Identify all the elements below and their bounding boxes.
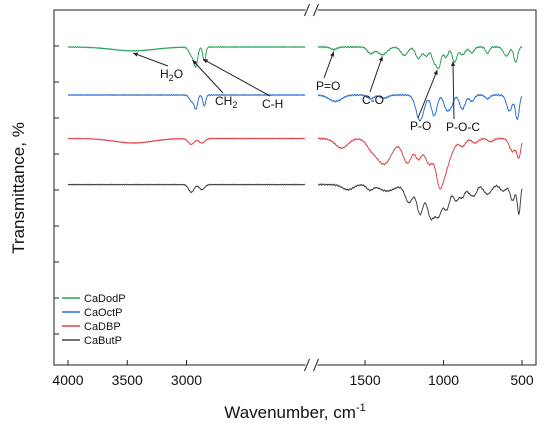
series-line-CaDodP [67, 45, 306, 68]
annotation-text: C-H [262, 97, 283, 111]
annotation-label: H2O [160, 67, 183, 83]
series-line-CaDodP [317, 45, 523, 70]
axis-break-gap [305, 7, 318, 13]
annotation-label: C-O [362, 93, 384, 107]
plot-frame [53, 9, 537, 366]
x-tick-label: 1000 [428, 372, 459, 388]
annotation-arrow [452, 61, 455, 120]
annotation-text: C-O [362, 93, 384, 107]
annotation-arrowhead [330, 51, 335, 57]
annotation-text: P=O [316, 79, 340, 93]
series-line-CaOctP [317, 93, 523, 122]
annotation-4: C-O [362, 56, 384, 107]
x-axis-label-main: Wavenumber, cm [224, 403, 356, 422]
annotation-arrowhead [450, 61, 456, 67]
x-tick-label: 500 [510, 372, 534, 388]
x-tick-label: 3500 [112, 372, 143, 388]
annotation-text: P-O [410, 119, 431, 133]
x-axis-label-sup: -1 [356, 402, 366, 414]
annotation-text: CH [215, 94, 232, 108]
axis-break-mark [304, 3, 319, 372]
annotation-arrowhead [192, 60, 198, 65]
annotation-text: H [160, 67, 169, 81]
annotation-label: C-H [262, 97, 283, 111]
annotation-label: CH2 [215, 94, 237, 110]
annotation-label: P-O-C [446, 120, 480, 134]
annotation-1: CH2 [192, 59, 237, 110]
series-line-CaOctP [67, 93, 306, 110]
annotation-text: P-O-C [446, 120, 480, 134]
annotation-sub: 2 [169, 73, 174, 83]
annotation-sub: 2 [232, 100, 237, 110]
annotation-0: H2O [133, 52, 183, 83]
series-line-CaButP [67, 183, 306, 193]
axis-break-slash [304, 3, 310, 17]
x-tick-label: 1500 [349, 372, 380, 388]
annotation-label: P-O [410, 119, 431, 133]
annotation-6: P-O-C [446, 61, 480, 134]
annotation-arrow [133, 52, 169, 67]
series-line-CaDBP [317, 136, 523, 191]
annotation-arrowhead [378, 56, 383, 62]
y-axis-label: Transmittance, % [9, 122, 28, 254]
legend-label: CaOctP [84, 307, 123, 319]
axis-break-slash [313, 3, 319, 17]
legend: CaDodP CaOctP CaDBP CaButP [62, 293, 126, 347]
annotation-tail: O [174, 67, 183, 81]
annotation-label: P=O [316, 79, 340, 93]
annotation-arrow [192, 59, 224, 94]
axis-break-slash [313, 358, 319, 372]
legend-label: CaDBP [84, 321, 121, 333]
annotation-arrowhead [433, 70, 438, 76]
x-axis-ticks: 4000 3500 3000 1500 1000 500 [52, 360, 534, 388]
annotation-arrow [417, 69, 438, 119]
legend-label: CaButP [84, 335, 122, 347]
annotation-3: P=O [316, 51, 340, 93]
annotation-5: P-O [410, 69, 438, 133]
y-axis-ticks [54, 45, 59, 335]
axis-break-gap [305, 362, 318, 368]
annotation-arrow [202, 58, 271, 97]
axis-break-slash [304, 358, 310, 372]
series-layer [67, 45, 523, 221]
x-tick-label: 4000 [52, 372, 83, 388]
annotation-2: C-H [202, 58, 283, 111]
annotation-arrowhead [203, 59, 209, 64]
x-axis-label: Wavenumber, cm-1 [224, 402, 365, 422]
series-line-CaDBP [67, 137, 306, 146]
series-line-CaButP [317, 183, 523, 221]
legend-label: CaDodP [84, 293, 126, 305]
x-tick-label: 3000 [171, 372, 202, 388]
annotation-arrow [369, 56, 383, 93]
annotation-arrow [323, 51, 335, 79]
annotation-arrowhead [133, 52, 139, 57]
